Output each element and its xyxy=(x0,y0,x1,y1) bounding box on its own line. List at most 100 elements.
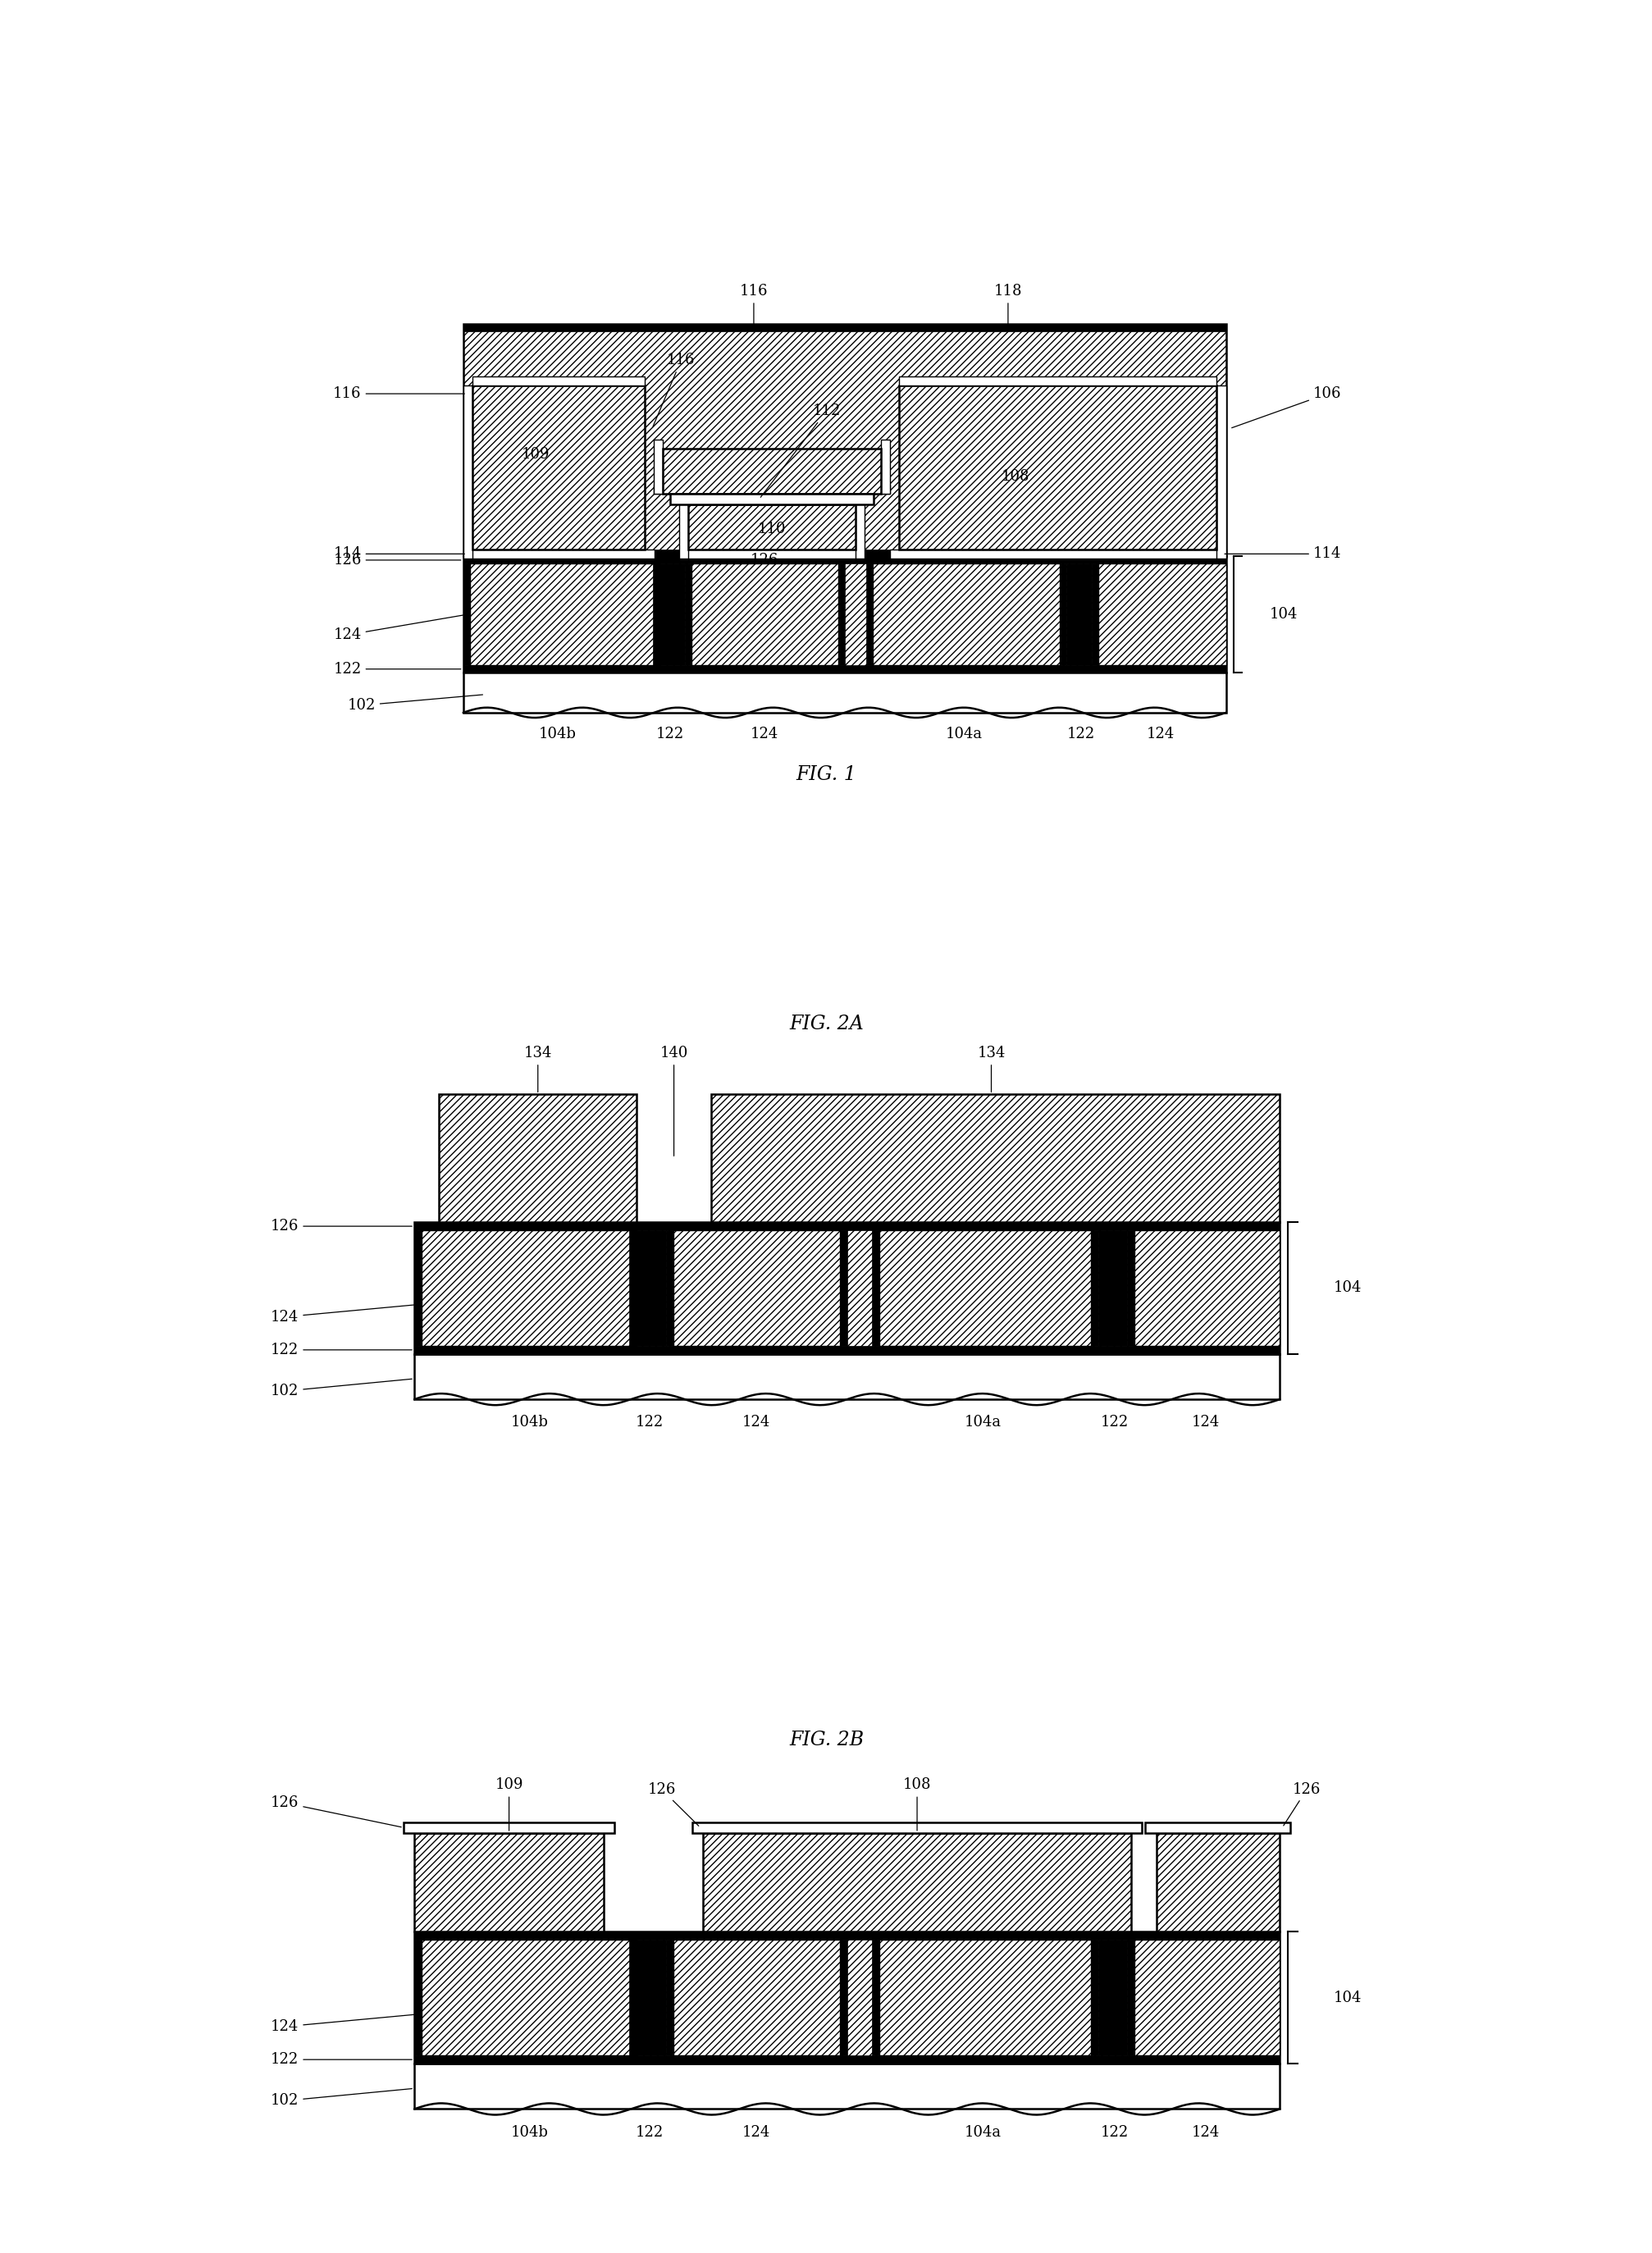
Bar xyxy=(881,439,890,493)
Text: FIG. 2A: FIG. 2A xyxy=(788,1014,864,1034)
Bar xyxy=(415,1345,1279,1354)
Bar xyxy=(1090,1230,1099,1345)
Bar xyxy=(1059,563,1066,665)
Bar xyxy=(702,1834,1132,1931)
Text: 122: 122 xyxy=(634,2125,662,2140)
Bar xyxy=(463,665,1226,674)
Text: 109: 109 xyxy=(494,1778,524,1832)
Bar xyxy=(889,550,1226,559)
Text: 122: 122 xyxy=(656,728,684,741)
Bar xyxy=(463,324,1226,331)
Bar xyxy=(666,1940,672,2055)
Bar xyxy=(899,385,1216,550)
Bar xyxy=(629,1940,636,2055)
Bar xyxy=(415,1230,421,1345)
Bar xyxy=(1156,1834,1279,1931)
Text: 108: 108 xyxy=(902,1778,930,1832)
Bar xyxy=(415,1834,603,1931)
Bar xyxy=(669,493,874,505)
Bar xyxy=(636,1230,666,1345)
Bar xyxy=(1135,1230,1279,1345)
Text: 124: 124 xyxy=(742,2125,770,2140)
Bar xyxy=(899,376,1216,385)
Bar xyxy=(687,505,856,550)
Bar xyxy=(872,563,1059,665)
Bar xyxy=(653,563,659,665)
Bar xyxy=(421,1230,636,1345)
Text: 122: 122 xyxy=(1066,728,1094,741)
Text: 118: 118 xyxy=(993,284,1021,324)
Bar xyxy=(679,550,864,559)
Bar xyxy=(838,563,844,665)
Text: 126: 126 xyxy=(271,1796,401,1827)
Bar xyxy=(879,1230,1090,1345)
Bar xyxy=(463,563,469,665)
Bar xyxy=(666,1230,672,1345)
Text: 116: 116 xyxy=(653,354,695,426)
Text: 122: 122 xyxy=(634,1415,662,1431)
Text: 122: 122 xyxy=(271,1343,411,1356)
Text: 134: 134 xyxy=(524,1045,552,1093)
Bar xyxy=(839,1940,846,2055)
Bar xyxy=(421,1940,636,2055)
Text: 126: 126 xyxy=(334,552,461,568)
Text: 114: 114 xyxy=(1224,547,1341,561)
Text: 104: 104 xyxy=(1333,1280,1361,1295)
Bar xyxy=(710,1095,1279,1221)
Text: 104a: 104a xyxy=(965,1415,1001,1431)
Text: 122: 122 xyxy=(271,2052,411,2066)
Bar xyxy=(629,1230,636,1345)
Bar xyxy=(1090,1940,1099,2055)
Text: 104b: 104b xyxy=(510,1415,548,1431)
Text: 104a: 104a xyxy=(965,2125,1001,2140)
Text: 116: 116 xyxy=(334,385,464,401)
Text: 104b: 104b xyxy=(539,728,577,741)
Bar xyxy=(1127,1940,1135,2055)
Bar xyxy=(1099,1940,1127,2055)
Text: 124: 124 xyxy=(334,615,464,642)
Bar xyxy=(415,1940,421,2055)
Text: 104a: 104a xyxy=(945,728,983,741)
Text: 106: 106 xyxy=(1231,385,1341,428)
Bar xyxy=(463,550,1226,556)
Bar xyxy=(415,1931,1279,2064)
Bar xyxy=(839,1230,846,1345)
Bar xyxy=(879,1940,1090,2055)
Bar xyxy=(463,556,1226,674)
Bar xyxy=(472,385,644,550)
Text: 122: 122 xyxy=(334,662,461,676)
Text: 122: 122 xyxy=(1100,2125,1128,2140)
Text: 124: 124 xyxy=(1191,2125,1219,2140)
Text: 114: 114 xyxy=(334,547,464,561)
Bar xyxy=(415,1354,1279,1399)
Bar xyxy=(636,1940,666,2055)
Text: 126: 126 xyxy=(1284,1782,1320,1825)
Bar xyxy=(463,324,1226,556)
Text: 124: 124 xyxy=(750,728,778,741)
Text: 104: 104 xyxy=(1269,608,1297,622)
Text: 110: 110 xyxy=(757,520,786,536)
Text: FIG. 1: FIG. 1 xyxy=(796,766,856,784)
Text: 102: 102 xyxy=(271,1379,411,1399)
Text: 126: 126 xyxy=(648,1782,699,1825)
Bar xyxy=(415,2064,1279,2109)
Text: 122: 122 xyxy=(1100,1415,1128,1431)
Bar xyxy=(684,563,691,665)
Bar xyxy=(469,563,659,665)
Text: 112: 112 xyxy=(760,403,841,498)
Bar xyxy=(439,1095,636,1221)
Text: 124: 124 xyxy=(271,2014,415,2034)
Bar xyxy=(1135,1940,1279,2055)
Text: 104b: 104b xyxy=(510,2125,548,2140)
Text: 124: 124 xyxy=(742,1415,770,1431)
Bar xyxy=(1145,1823,1290,1834)
Text: 109: 109 xyxy=(522,448,550,462)
Text: 108: 108 xyxy=(1001,469,1029,484)
Text: 124: 124 xyxy=(271,1304,415,1325)
Bar xyxy=(662,448,881,493)
Bar xyxy=(463,556,1226,563)
Bar xyxy=(1099,1230,1127,1345)
Bar xyxy=(472,376,644,385)
Bar xyxy=(415,1221,1279,1230)
Text: 104: 104 xyxy=(1333,1989,1361,2005)
